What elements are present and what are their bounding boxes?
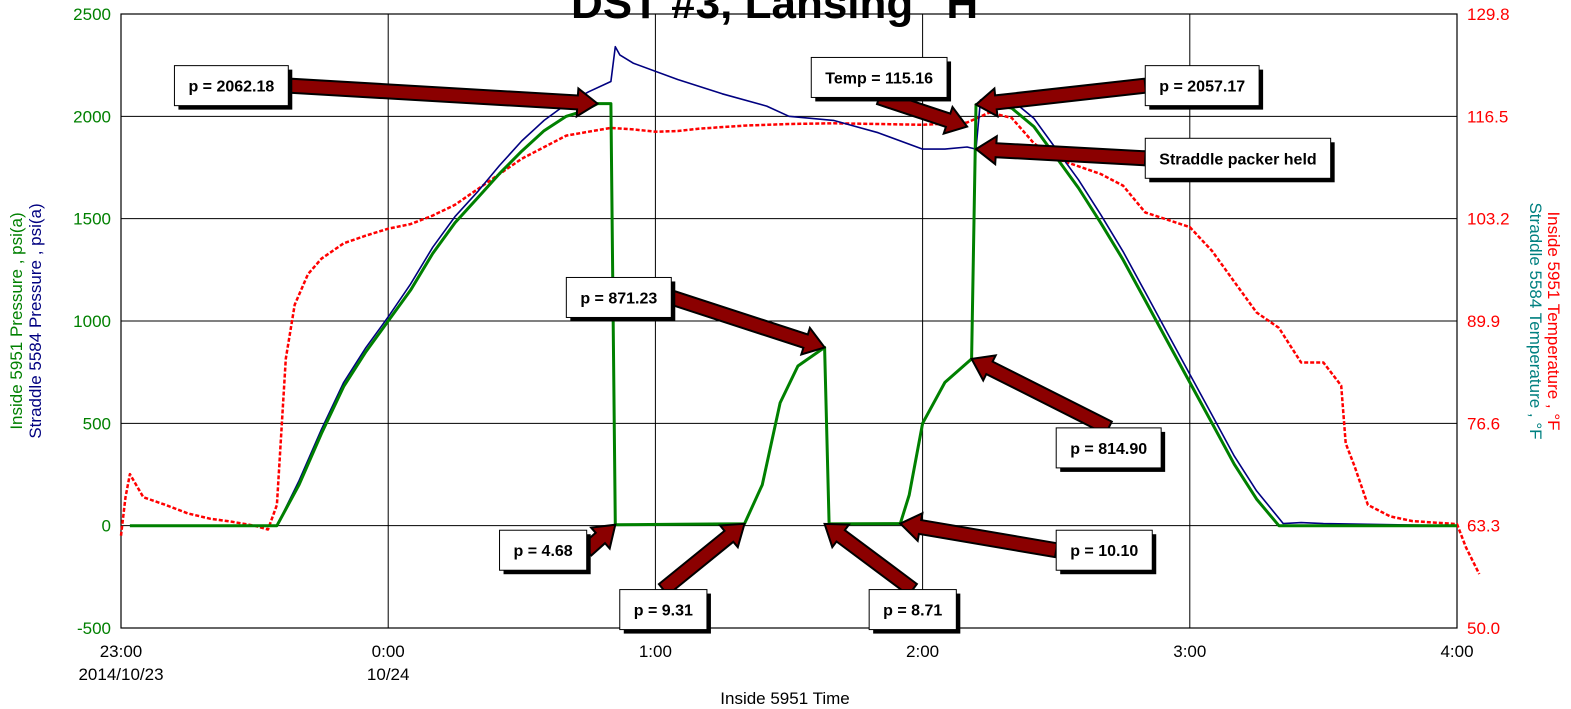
right-tick-label: 103.2 bbox=[1467, 210, 1510, 229]
right-axis-ticks: 50.0 63.3 76.6 89.9 103.2 116.5 129.8 bbox=[1467, 5, 1510, 638]
right-tick-label: 129.8 bbox=[1467, 5, 1510, 24]
annotation: p = 2057.17 bbox=[974, 65, 1264, 119]
right-axis-label-line2: Straddle 5584 Temperature , °F bbox=[1526, 202, 1545, 439]
series-line bbox=[119, 111, 1481, 575]
annotation-box bbox=[1055, 427, 1162, 469]
left-tick-label: 2500 bbox=[73, 5, 111, 24]
annotation-box bbox=[565, 276, 672, 318]
left-tick-label: 1500 bbox=[73, 210, 111, 229]
annotation-arrow bbox=[823, 522, 919, 597]
annotation-label: p = 814.90 bbox=[1070, 441, 1147, 458]
left-axis-label-part: Pressure , psi(a) bbox=[26, 203, 45, 332]
annotation-label: p = 2062.18 bbox=[188, 79, 274, 96]
annotation: Straddle packer held bbox=[974, 134, 1335, 183]
annotation-arrow bbox=[898, 511, 1059, 559]
annotation-label: p = 871.23 bbox=[580, 290, 657, 307]
annotations-layer: p = 2062.18 Temp = 115.16 p = 2057.17 Strad… bbox=[173, 56, 1335, 634]
annotation: p = 814.90 bbox=[970, 354, 1166, 472]
annotation: p = 871.23 bbox=[565, 276, 827, 357]
annotation-label: Temp = 115.16 bbox=[825, 70, 933, 87]
right-tick-label: 89.9 bbox=[1467, 312, 1500, 331]
left-axis-label: Inside 5951 Pressure , psi(a) Straddle 55… bbox=[7, 203, 45, 438]
annotation-box bbox=[499, 529, 588, 571]
left-tick-label: 500 bbox=[83, 414, 111, 433]
annotation-box bbox=[1055, 529, 1153, 571]
annotation-arrow bbox=[974, 77, 1148, 119]
annotation: p = 8.71 bbox=[823, 522, 961, 634]
right-tick-label: 76.6 bbox=[1467, 414, 1500, 433]
annotation-arrow bbox=[667, 289, 827, 357]
x-tick-sublabel: 10/24 bbox=[367, 665, 410, 684]
annotation-label: p = 10.10 bbox=[1070, 543, 1138, 560]
annotation-arrow bbox=[970, 354, 1114, 436]
annotation: p = 4.68 bbox=[499, 523, 617, 575]
right-tick-label: 63.3 bbox=[1467, 517, 1500, 536]
chart-title: DST #3, Lansing "H" bbox=[571, 0, 999, 28]
left-axis-ticks: -500 0 500 1000 1500 2000 2500 bbox=[73, 5, 111, 638]
plot-area bbox=[120, 13, 1458, 629]
annotation-box bbox=[810, 56, 948, 98]
annotation-arrow bbox=[974, 134, 1147, 167]
left-axis-label-line1: Inside 5951 Pressure , psi(a) bbox=[7, 212, 26, 429]
annotation-label: p = 8.71 bbox=[883, 603, 942, 620]
annotation-arrow bbox=[657, 522, 746, 597]
left-axis-label-line2: Straddle 5584 Pressure , psi(a) bbox=[26, 203, 45, 438]
x-tick-label: 1:00 bbox=[639, 642, 672, 661]
left-tick-label: -500 bbox=[77, 619, 111, 638]
series-line bbox=[129, 102, 1457, 528]
annotation-box bbox=[1144, 137, 1332, 179]
x-tick-label: 23:00 bbox=[100, 642, 143, 661]
left-tick-label: 1000 bbox=[73, 312, 111, 331]
annotation-label: p = 2057.17 bbox=[1159, 79, 1245, 96]
annotation: p = 2062.18 bbox=[173, 65, 600, 119]
x-tick-label: 0:00 bbox=[372, 642, 405, 661]
left-tick-label: 2000 bbox=[73, 107, 111, 126]
x-tick-label: 3:00 bbox=[1173, 642, 1206, 661]
left-tick-label: 0 bbox=[102, 517, 111, 536]
annotation-box bbox=[868, 589, 957, 631]
annotation: p = 9.31 bbox=[619, 522, 746, 634]
annotation: Temp = 115.16 bbox=[810, 56, 969, 136]
annotation-box bbox=[173, 65, 289, 107]
x-axis-label: Inside 5951 Time bbox=[720, 689, 849, 708]
series-layer bbox=[119, 45, 1481, 575]
annotation-label: p = 9.31 bbox=[634, 603, 693, 620]
annotation-box bbox=[1144, 65, 1260, 107]
right-axis-label-line1: Inside 5951 Temperature , °F bbox=[1544, 211, 1563, 430]
series-line bbox=[129, 45, 1458, 527]
annotation: p = 10.10 bbox=[898, 511, 1157, 575]
annotation-arrow bbox=[286, 77, 600, 119]
right-tick-label: 116.5 bbox=[1467, 107, 1508, 126]
x-axis-ticks: 23:00 2014/10/23 0:00 10/24 1:00 2:00 3:00 4:00 bbox=[78, 642, 1473, 684]
x-tick-label: 2:00 bbox=[906, 642, 939, 661]
annotation-label: Straddle packer held bbox=[1159, 151, 1316, 168]
annotation-label: p = 4.68 bbox=[514, 543, 573, 560]
x-tick-sublabel: 2014/10/23 bbox=[78, 665, 163, 684]
left-axis-label-part: Straddle 5584 bbox=[26, 333, 45, 439]
x-tick-label: 4:00 bbox=[1440, 642, 1473, 661]
annotation-box bbox=[619, 589, 708, 631]
right-tick-label: 50.0 bbox=[1467, 619, 1500, 638]
